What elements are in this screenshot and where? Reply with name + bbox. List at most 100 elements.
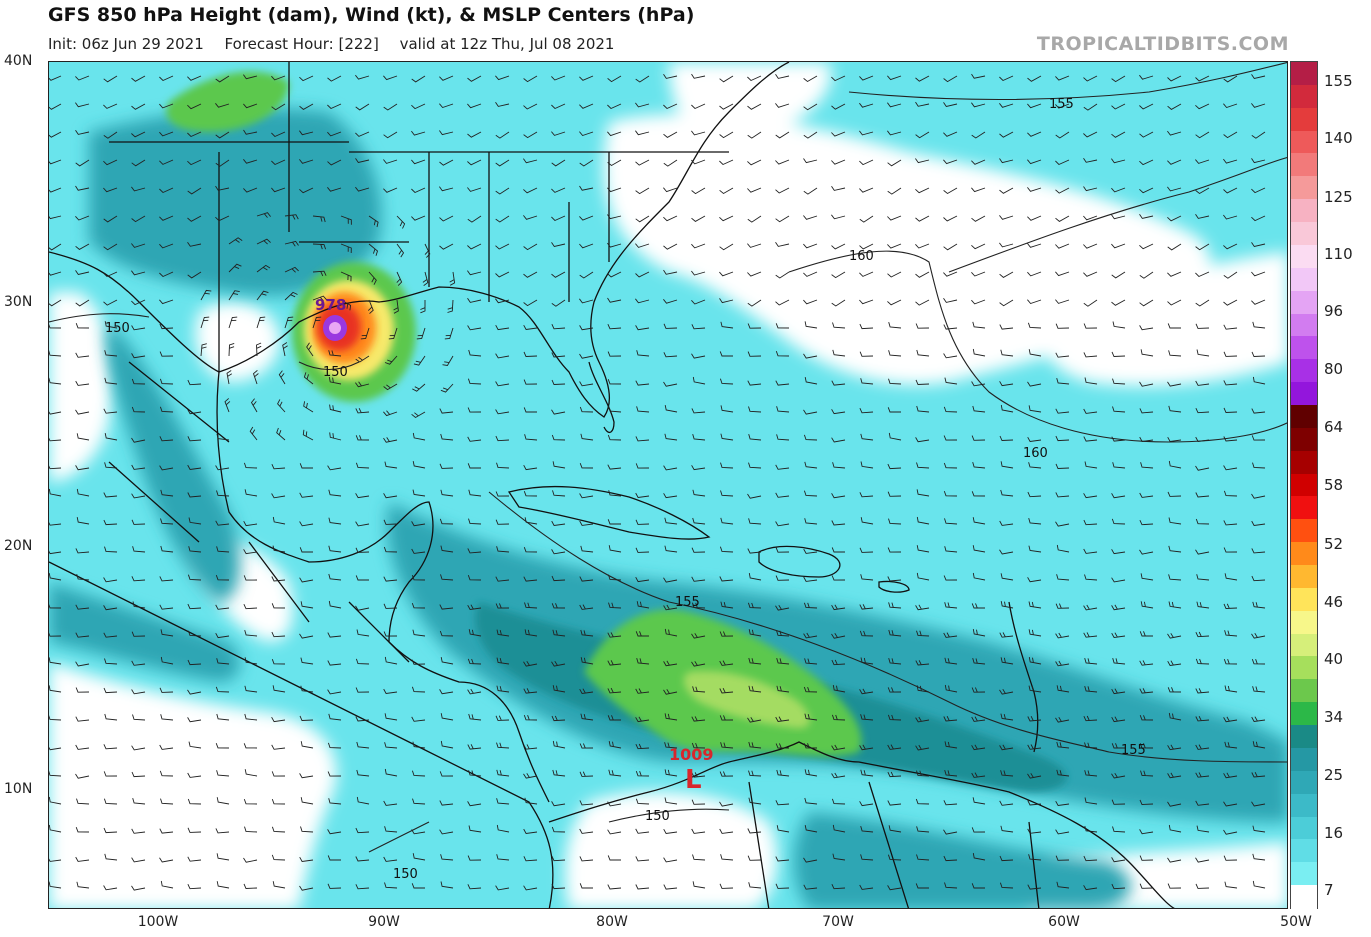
wind-barb: [131, 131, 146, 138]
wind-barb: [329, 404, 342, 413]
wind-barb: [1252, 880, 1266, 889]
wind-barb: [803, 409, 818, 415]
wind-barb: [1195, 716, 1210, 722]
wind-barb: [831, 884, 846, 890]
wind-barb: [1083, 103, 1098, 111]
wind-barb: [803, 548, 818, 554]
wind-barb: [1167, 801, 1182, 807]
wind-barb: [551, 215, 566, 222]
colorbar-segment: [1291, 702, 1317, 726]
wind-barb: [1083, 215, 1098, 221]
wind-barb: [228, 342, 235, 357]
wind-barb: [832, 685, 846, 693]
wind-barb: [1111, 75, 1126, 83]
wind-barb: [747, 828, 762, 834]
wind-barb: [719, 546, 734, 553]
wind-barb: [187, 856, 202, 862]
contour-label: 155: [1049, 97, 1074, 112]
wind-barb: [999, 688, 1014, 695]
wind-barb: [804, 377, 818, 385]
wind-barb: [692, 854, 706, 861]
wind-barb: [1223, 75, 1238, 83]
wind-barb: [103, 187, 118, 193]
wind-barb: [384, 742, 398, 749]
wind-barb: [440, 740, 454, 749]
wind-barb: [439, 215, 454, 222]
colorbar-segment: [1291, 62, 1317, 86]
wind-barb: [719, 771, 734, 777]
wind-barb: [496, 798, 510, 805]
wind-barb: [1139, 688, 1154, 694]
wind-barb: [803, 434, 818, 441]
wind-barb: [104, 433, 118, 441]
wind-barb: [775, 299, 790, 306]
wind-barb: [440, 433, 454, 441]
wind-barb: [1055, 299, 1070, 304]
wind-barb: [663, 299, 678, 304]
wind-barb: [747, 602, 762, 609]
wind-barb: [579, 325, 594, 331]
wind-barb: [1083, 323, 1098, 329]
wind-barb: [312, 215, 326, 223]
wind-barb: [271, 771, 286, 777]
wind-barb: [1167, 75, 1182, 82]
wind-barb: [579, 463, 594, 469]
colorbar-segment: [1291, 839, 1317, 863]
wind-barb: [803, 353, 818, 359]
wind-barb: [49, 522, 62, 526]
wind-barb: [1055, 800, 1070, 806]
wind-barb: [804, 461, 818, 469]
wind-barb: [1251, 632, 1266, 639]
wind-barb: [1140, 573, 1154, 581]
contour-160-atlantic: [788, 250, 1287, 443]
wind-barb: [804, 658, 818, 665]
wind-barb: [411, 602, 426, 609]
wind-barb: [299, 856, 314, 862]
wind-barb: [160, 656, 174, 665]
wind-barb: [579, 353, 594, 359]
height-contours: [49, 62, 1287, 853]
wind-barb: [579, 131, 594, 137]
wind-barb: [663, 689, 678, 695]
wind-barb: [943, 855, 958, 862]
wind-barb: [355, 575, 369, 581]
wind-barb: [383, 159, 398, 164]
wind-barb: [607, 131, 622, 137]
wind-barb: [775, 716, 790, 722]
wind-barb: [608, 769, 622, 777]
wind-barb: [719, 298, 734, 304]
wind-barb: [523, 714, 538, 721]
contour-150-west: [49, 313, 150, 323]
contour-label: 155: [1121, 743, 1146, 758]
wind-barb: [411, 521, 426, 527]
wind-barb: [635, 130, 650, 136]
wind-barb: [228, 237, 243, 245]
wind-barb: [355, 74, 370, 80]
wind-barb: [75, 323, 90, 329]
colorbar-segment: [1291, 450, 1317, 475]
wind-barb: [1195, 271, 1210, 278]
wind-barb: [1252, 825, 1266, 833]
wind-barb: [495, 298, 510, 304]
wind-barb: [467, 855, 482, 861]
wind-barb: [367, 299, 374, 314]
lesser-antilles: [1008, 601, 1039, 753]
wind-barb: [467, 574, 482, 581]
wind-barb: [831, 772, 846, 779]
wind-barb: [1139, 299, 1154, 307]
wind-barb: [1055, 463, 1070, 469]
wind-barb: [1196, 601, 1210, 609]
wind-barb: [159, 103, 174, 109]
wind-barb: [1139, 799, 1154, 805]
wind-barb: [804, 321, 818, 329]
wind-barb: [49, 350, 62, 357]
wind-barb: [1195, 492, 1210, 498]
wind-barb: [607, 324, 622, 330]
wind-barb: [299, 885, 314, 891]
wind-barb: [383, 437, 398, 443]
wind-barb: [775, 103, 790, 108]
wind-barb: [551, 187, 566, 193]
wind-barb: [663, 828, 678, 834]
wind-barb: [1195, 187, 1210, 195]
wind-barb: [1000, 601, 1014, 609]
